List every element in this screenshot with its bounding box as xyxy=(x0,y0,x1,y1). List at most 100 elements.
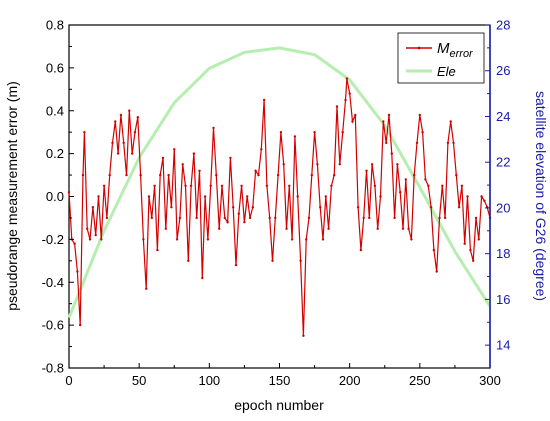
error-point xyxy=(410,238,413,241)
error-point xyxy=(483,199,486,202)
error-point xyxy=(348,92,351,95)
error-point xyxy=(310,173,313,177)
error-point xyxy=(114,120,117,123)
error-point xyxy=(164,227,167,230)
error-point xyxy=(319,206,322,209)
y-left-tick-label: 0.6 xyxy=(46,60,64,75)
error-point xyxy=(248,216,252,220)
error-point xyxy=(316,163,319,166)
error-point xyxy=(424,178,427,181)
error-point xyxy=(116,152,120,155)
error-point xyxy=(153,184,156,187)
y-right-tick-label: 28 xyxy=(496,18,510,33)
error-point xyxy=(232,206,235,209)
error-point xyxy=(305,238,308,241)
error-point xyxy=(220,184,224,187)
error-point xyxy=(73,242,76,245)
error-point xyxy=(156,248,159,252)
error-point xyxy=(376,227,379,230)
y-left-tick-label: -0.4 xyxy=(42,275,64,290)
error-point xyxy=(212,126,215,130)
error-point xyxy=(173,148,176,151)
error-point xyxy=(396,163,399,166)
y-left-axis-ticks: -0.8 -0.6 -0.4 -0.2 0.0 0.2 0.4 0.6 0.8 xyxy=(42,18,74,376)
error-point xyxy=(327,227,330,230)
error-point xyxy=(385,141,388,145)
x-tick-label: 250 xyxy=(409,373,431,388)
error-point xyxy=(122,141,125,145)
error-point xyxy=(421,131,424,134)
legend-box xyxy=(397,32,485,84)
error-point xyxy=(285,227,288,230)
error-point xyxy=(413,173,416,177)
x-tick-label: 300 xyxy=(479,373,501,388)
error-point xyxy=(359,248,363,252)
error-point xyxy=(290,238,294,241)
error-point xyxy=(399,191,402,194)
y-left-tick-label: 0.2 xyxy=(46,146,64,161)
error-point xyxy=(178,216,182,220)
y-right-tick-label: 24 xyxy=(496,109,510,124)
error-point xyxy=(86,227,89,230)
x-axis-title: epoch number xyxy=(234,397,324,413)
error-point xyxy=(223,216,226,220)
error-point xyxy=(167,173,170,177)
error-point xyxy=(139,173,142,177)
error-point xyxy=(438,216,441,220)
y-left-axis-title: pseudorange measurement error (m) xyxy=(4,81,20,311)
legend-marker-error xyxy=(417,46,421,50)
error-point xyxy=(218,227,221,230)
error-point xyxy=(455,173,458,177)
error-point xyxy=(145,287,148,290)
error-point xyxy=(373,184,377,187)
error-point xyxy=(457,206,461,209)
error-point xyxy=(404,178,407,181)
x-tick-label: 200 xyxy=(339,373,361,388)
error-point xyxy=(427,184,430,187)
error-point xyxy=(133,131,137,134)
error-point xyxy=(344,98,347,102)
error-point xyxy=(276,173,280,177)
error-point xyxy=(271,259,274,262)
error-point xyxy=(432,248,436,252)
error-point xyxy=(175,238,179,241)
error-point xyxy=(88,238,92,241)
error-point xyxy=(108,173,111,177)
x-tick-label: 100 xyxy=(198,373,220,388)
error-point xyxy=(279,131,283,134)
error-point xyxy=(189,184,193,187)
error-point xyxy=(466,195,469,198)
error-point xyxy=(324,195,327,198)
error-point xyxy=(94,233,97,237)
error-point xyxy=(147,195,151,198)
error-point xyxy=(67,191,71,194)
legend: Merror Ele xyxy=(397,32,485,84)
error-point xyxy=(307,216,311,220)
y-left-tick-label: 0.0 xyxy=(46,189,64,204)
error-point xyxy=(370,163,374,166)
error-line xyxy=(68,78,491,336)
error-point xyxy=(469,248,472,252)
legend-label-error: Merror xyxy=(437,40,474,60)
error-point xyxy=(302,334,305,337)
y-right-axis-title: satellite elevation of G26 (degree) xyxy=(533,91,549,301)
error-point xyxy=(131,152,134,155)
error-point xyxy=(79,323,82,327)
error-point xyxy=(274,216,277,220)
error-point xyxy=(102,184,106,187)
error-point xyxy=(257,173,260,177)
error-point xyxy=(97,195,100,198)
error-point xyxy=(282,163,285,166)
error-point xyxy=(335,105,339,108)
error-point xyxy=(251,206,254,209)
y-right-tick-label: 20 xyxy=(496,200,510,215)
y-right-tick-label: 26 xyxy=(496,63,510,78)
error-point xyxy=(393,216,396,220)
error-point xyxy=(407,227,410,230)
error-point xyxy=(441,184,444,187)
error-point xyxy=(170,206,173,209)
error-point xyxy=(415,141,419,145)
error-point xyxy=(345,77,349,80)
error-point xyxy=(443,216,447,220)
error-point xyxy=(91,206,95,209)
